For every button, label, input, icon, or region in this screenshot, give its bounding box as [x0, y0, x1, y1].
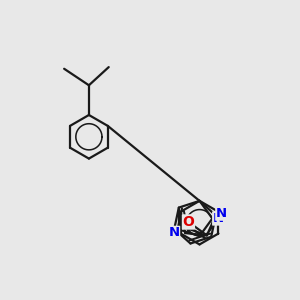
- Text: N: N: [168, 226, 180, 239]
- Text: O: O: [182, 215, 194, 229]
- Text: N: N: [216, 207, 227, 220]
- Text: N: N: [213, 212, 224, 225]
